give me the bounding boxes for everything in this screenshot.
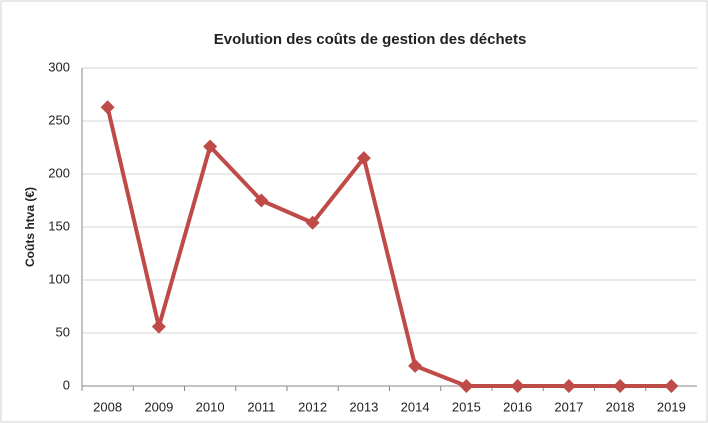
data-point xyxy=(151,319,166,334)
data-point xyxy=(561,379,576,393)
data-point xyxy=(100,100,115,115)
y-tick-label: 300 xyxy=(48,59,70,74)
data-point xyxy=(305,215,320,230)
x-tick-label: 2013 xyxy=(349,399,378,414)
y-tick-label: 0 xyxy=(63,377,70,392)
x-tick-label: 2014 xyxy=(401,399,430,414)
y-tick-label: 200 xyxy=(48,165,70,180)
y-tick-label: 150 xyxy=(48,218,70,233)
data-point xyxy=(408,358,423,373)
series-line xyxy=(105,106,672,388)
x-tick-label: 2010 xyxy=(196,399,225,414)
x-tick-label: 2012 xyxy=(298,399,327,414)
y-tick-label: 250 xyxy=(48,112,70,127)
x-tick-label: 2017 xyxy=(554,399,583,414)
y-tick-label: 50 xyxy=(56,324,70,339)
x-tick-label: 2016 xyxy=(503,399,532,414)
y-axis-label: Coûts htva (€) xyxy=(23,187,37,267)
data-point xyxy=(254,193,269,208)
x-tick-label: 2019 xyxy=(657,399,686,414)
x-tick-label: 2011 xyxy=(247,399,275,414)
x-tick-label: 2018 xyxy=(606,399,635,414)
data-point xyxy=(664,379,679,393)
x-tick-label: 2008 xyxy=(93,399,122,414)
data-point xyxy=(356,151,371,166)
data-point xyxy=(613,379,628,393)
x-tick-label: 2015 xyxy=(452,399,481,414)
y-tick-label: 100 xyxy=(48,271,70,286)
x-tick-label: 2009 xyxy=(144,399,173,414)
data-point xyxy=(203,139,218,154)
data-point xyxy=(510,379,525,393)
chart-title: Evolution des coûts de gestion des déche… xyxy=(214,31,527,48)
data-point xyxy=(459,379,474,393)
